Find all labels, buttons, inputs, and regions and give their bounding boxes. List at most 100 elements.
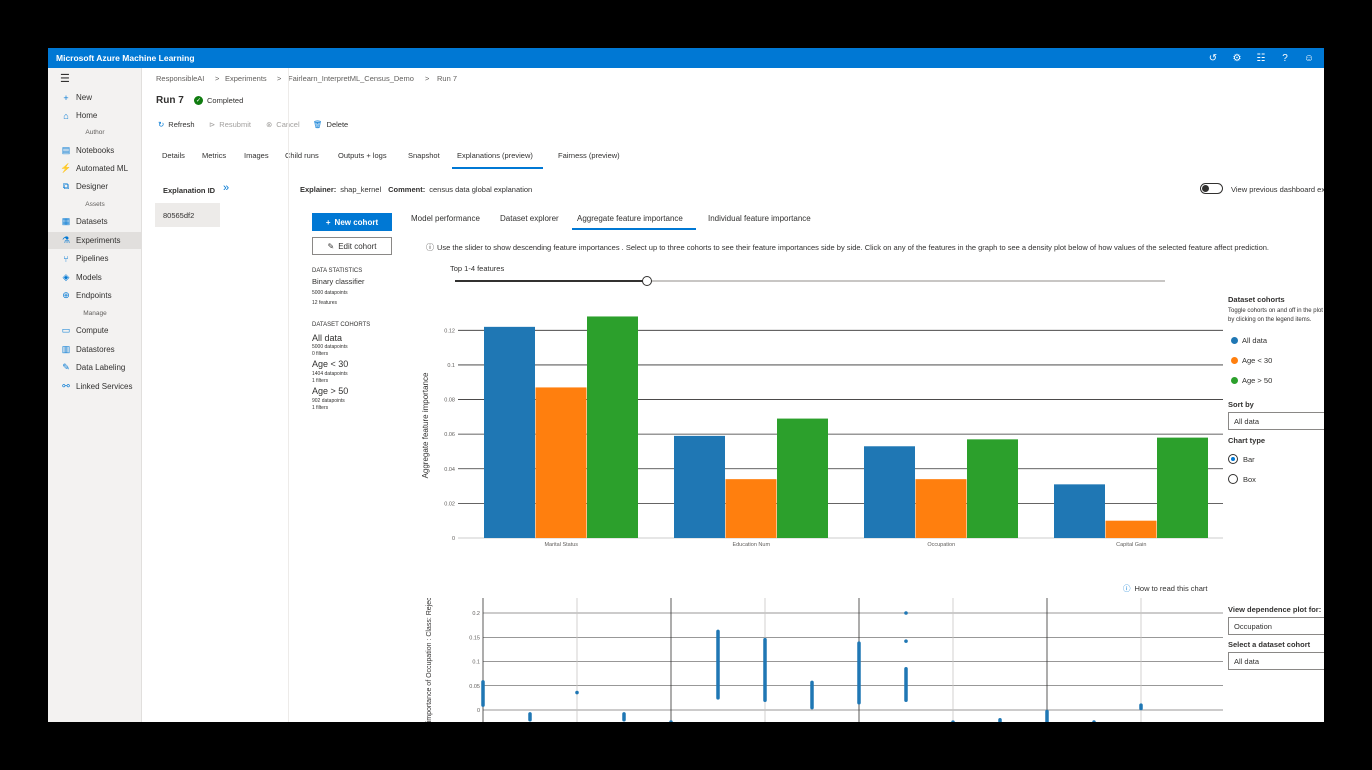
sidebar-section-manage: Manage [83,310,107,317]
tab-fairness[interactable]: Fairness (preview) [558,151,620,160]
resubmit-button[interactable]: ⊳ Resubmit [209,120,251,129]
tab-outputs-logs[interactable]: Outputs + logs [338,151,387,160]
y-tick-label: 0.12 [444,328,455,334]
refresh-button[interactable]: ↻ Refresh [158,120,195,129]
home-icon: ⌂ [63,110,69,121]
tab-metrics[interactable]: Metrics [202,151,227,160]
bar [535,387,587,538]
slider-thumb[interactable] [641,276,652,286]
sidebar-item-designer[interactable]: ⧉ Designer [48,178,142,195]
sidebar-item-linked-services[interactable]: ⚯ Linked Services [48,378,142,395]
subtab-model-performance[interactable]: Model performance [411,214,480,223]
sidebar-item-models[interactable]: ◈ Models [48,269,142,286]
y-tick-label: 0.05 [469,684,480,690]
subtab-aggregate-feature-importance[interactable]: Aggregate feature importance [577,214,683,223]
sidebar-item-compute[interactable]: ▭ Compute [61,325,109,335]
subtab-dataset-explorer[interactable]: Dataset explorer [500,214,559,223]
dependence-cohort-dropdown[interactable]: All data⌄ [1228,652,1324,670]
cohort-name[interactable]: Age > 50 [312,386,349,396]
sidebar: ☰ + New ⌂ Home Author ▤ Notebooks ⚡ Automate… [48,68,142,722]
app-window: Microsoft Azure Machine Learning ↺ ⚙ ☷ ?… [48,48,1324,722]
dataset-cohorts-title: DATASET COHORTS [312,322,371,328]
y-tick-label: 0.1 [447,363,455,369]
sidebar-item-experiments[interactable]: ⚗ Experiments [48,232,142,249]
x-tick-label: Capital Gain [1116,542,1146,548]
data-point [904,639,908,643]
edit-cohort-button[interactable]: ✎ Edit cohort [312,237,392,255]
how-to-read-link[interactable]: ⓘ How to read this chart [1123,584,1208,593]
x-tick-label: Marital Status [544,542,578,548]
features-slider[interactable] [455,276,1165,286]
sidebar-section-author: Author [85,129,105,136]
tab-explanations[interactable]: Explanations (preview) [457,151,533,160]
y-tick-label: 0.15 [469,635,480,641]
explainer-info: Explainer: shap_kernel Comment: census d… [300,185,533,194]
check-icon: ✓ [194,96,203,105]
datastores-icon: ▥ [61,344,71,354]
sidebar-item-datastores[interactable]: ▥ Datastores [61,344,115,354]
toggle-knob [1202,185,1209,192]
dashboard-toggle[interactable] [1200,183,1223,194]
cohort-name[interactable]: All data [312,333,343,343]
history-icon[interactable]: ↺ [1208,52,1218,64]
chart-type-box-radio[interactable]: Box [1228,474,1256,484]
new-cohort-button[interactable]: + New cohort [312,213,392,231]
delete-button[interactable]: 🗑 Delete [313,120,349,129]
smiley-icon[interactable]: ☺ [1303,52,1315,64]
data-point [951,720,955,722]
sidebar-item-data-labeling[interactable]: ✎ Data Labeling [48,359,142,376]
sidebar-item-notebooks[interactable]: ▤ Notebooks [61,145,115,155]
expand-icon[interactable]: » [223,182,230,194]
bar [484,326,535,538]
cancel-icon: ⊗ [266,120,273,129]
info-line: ⓘ Use the slider to show descending feat… [426,243,1270,252]
info-icon: ⓘ [426,243,434,252]
y-tick-label: 0.04 [444,467,455,473]
tab-child-runs[interactable]: Child runs [285,151,319,160]
tab-images[interactable]: Images [244,151,269,160]
designer-icon: ⧉ [62,181,70,191]
plus-icon: + [325,217,331,227]
slider-fill [455,280,647,282]
legend-item-all-data[interactable]: All data [1231,336,1267,345]
bar [1105,520,1157,538]
bar [1054,484,1105,538]
bar [674,435,725,538]
cohort-name[interactable]: Age < 30 [312,359,349,369]
sidebar-item-pipelines[interactable]: ⑂ Pipelines [48,250,142,267]
y-axis-label: Aggregate feature importance [421,372,430,478]
breadcrumb-item[interactable]: Run 7 [437,74,458,83]
y-tick-label: 0.02 [444,501,455,507]
dependence-feature-dropdown[interactable]: Occupation⌄ [1228,617,1324,635]
breadcrumb-item[interactable]: Experiments [225,74,267,83]
sort-by-dropdown[interactable]: All data⌄ [1228,412,1324,430]
tab-snapshot[interactable]: Snapshot [408,151,440,160]
subtab-underline [572,228,696,230]
cancel-button[interactable]: ⊗Cancel [266,120,300,129]
feedback-icon[interactable]: ☷ [1256,52,1266,64]
automl-icon: ⚡ [60,163,72,173]
compute-icon: ▭ [61,325,71,335]
y-tick-label: 0.08 [444,398,455,404]
sidebar-item-home[interactable]: ⌂ Home [48,107,142,124]
legend-desc: by clicking on the legend items. [1228,317,1312,323]
chart-type-bar-radio[interactable]: Bar [1228,454,1255,464]
resubmit-icon: ⊳ [209,120,216,129]
breadcrumb-item[interactable]: ResponsibleAI [156,74,205,83]
bar [777,418,828,538]
tab-details[interactable]: Details [162,151,185,160]
x-tick-label: Occupation [927,542,955,548]
help-icon[interactable]: ? [1282,52,1288,64]
sidebar-item-datasets[interactable]: ▦ Datasets [61,216,108,226]
breadcrumb-item[interactable]: Fairlearn_InterpretML_Census_Demo [288,74,414,83]
explanation-id-item[interactable]: 80565df2 [155,203,220,227]
cohort-datapoints: 902 datapoints [312,398,345,404]
legend-item-age-lt-30[interactable]: Age < 30 [1231,356,1272,365]
settings-icon[interactable]: ⚙ [1232,52,1242,64]
subtab-individual-feature-importance[interactable]: Individual feature importance [708,214,811,223]
sidebar-item-automated-ml[interactable]: ⚡ Automated ML [60,163,129,173]
sidebar-item-endpoints[interactable]: ⊕ Endpoints [48,287,142,304]
hamburger-icon[interactable]: ☰ [60,73,70,85]
sidebar-item-new[interactable]: + New [48,89,142,106]
legend-item-age-gt-50[interactable]: Age > 50 [1231,376,1272,385]
